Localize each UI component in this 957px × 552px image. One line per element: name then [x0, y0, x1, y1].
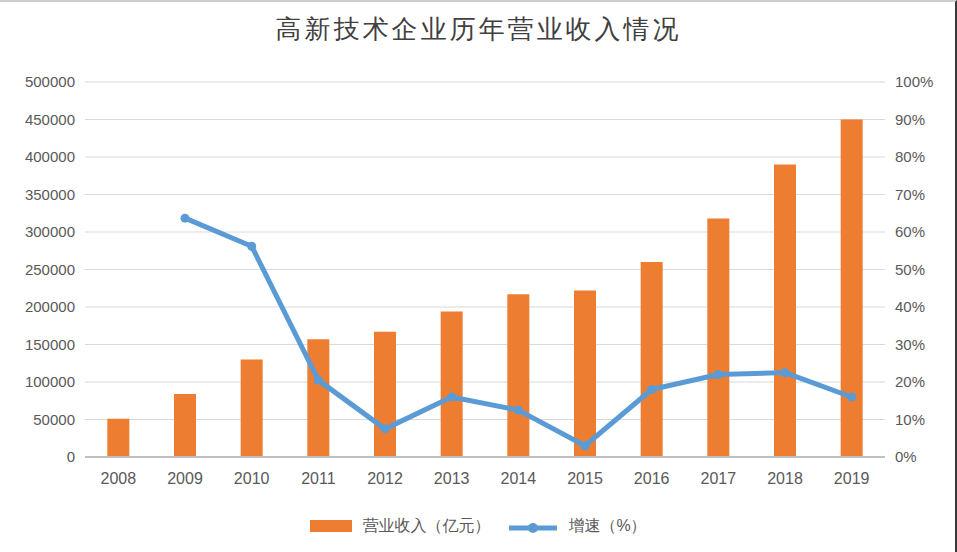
revenue-bar	[241, 360, 263, 458]
right-axis-tick-label: 40%	[895, 298, 925, 315]
x-axis-tick-label: 2010	[234, 470, 270, 487]
left-axis-tick-label: 400000	[25, 148, 75, 165]
x-axis-tick-label: 2011	[301, 470, 336, 487]
right-axis-tick-label: 20%	[895, 373, 925, 390]
left-axis-tick-label: 50000	[33, 411, 75, 428]
growth-point	[247, 242, 256, 251]
growth-point	[381, 424, 390, 433]
right-axis-tick-label: 30%	[895, 336, 925, 353]
chart-title: 高新技术企业历年营业收入情况	[0, 12, 957, 47]
revenue-bar	[374, 332, 396, 457]
growth-point	[647, 385, 656, 394]
revenue-bar	[174, 394, 196, 457]
growth-point	[514, 406, 523, 415]
x-axis-tick-label: 2014	[501, 470, 537, 487]
x-axis-tick-label: 2017	[701, 470, 737, 487]
revenue-bar	[641, 262, 663, 457]
left-axis-tick-label: 200000	[25, 298, 75, 315]
revenue-bar	[574, 291, 596, 458]
x-axis-tick-label: 2015	[567, 470, 603, 487]
right-axis-tick-label: 10%	[895, 411, 925, 428]
x-axis-tick-label: 2008	[101, 470, 137, 487]
growth-point	[581, 441, 590, 450]
right-axis-tick-label: 80%	[895, 148, 925, 165]
growth-legend-marker	[508, 520, 558, 532]
chart-container: 高新技术企业历年营业收入情况 0 0% 50000 10% 100000 20% 15000…	[0, 0, 957, 552]
left-axis-tick-label: 100000	[25, 373, 75, 390]
x-axis-tick-label: 2019	[834, 470, 870, 487]
left-axis-tick-label: 500000	[25, 73, 75, 90]
left-axis-tick-label: 300000	[25, 223, 75, 240]
revenue-legend-swatch	[310, 520, 352, 532]
left-axis-tick-label: 150000	[25, 336, 75, 353]
right-axis-tick-label: 70%	[895, 186, 925, 203]
growth-point	[714, 370, 723, 379]
revenue-bar	[307, 339, 329, 457]
revenue-bar	[841, 120, 863, 458]
combo-chart-plot: 0 0% 50000 10% 100000 20% 150000 30% 200000 40% 25…	[0, 2, 957, 552]
x-axis-tick-label: 2018	[767, 470, 803, 487]
x-axis-tick-label: 2009	[167, 470, 203, 487]
left-axis-tick-label: 450000	[25, 111, 75, 128]
right-axis-tick-label: 0%	[895, 448, 917, 465]
x-axis-tick-label: 2012	[367, 470, 403, 487]
right-axis-tick-label: 50%	[895, 261, 925, 278]
revenue-legend-label: 营业收入（亿元）	[362, 516, 490, 537]
growth-point	[314, 376, 323, 385]
left-axis-tick-label: 350000	[25, 186, 75, 203]
right-axis-tick-label: 100%	[895, 73, 933, 90]
right-axis-tick-label: 90%	[895, 111, 925, 128]
right-axis-tick-label: 60%	[895, 223, 925, 240]
revenue-bar	[107, 419, 129, 457]
revenue-bar	[441, 312, 463, 458]
legend: 营业收入（亿元） 增速（%）	[0, 510, 957, 542]
left-axis-tick-label: 0	[67, 448, 75, 465]
growth-point	[181, 214, 190, 223]
growth-point	[847, 393, 856, 402]
growth-point	[447, 393, 456, 402]
x-axis-tick-label: 2013	[434, 470, 470, 487]
left-axis-tick-label: 250000	[25, 261, 75, 278]
revenue-bar	[774, 165, 796, 458]
growth-point	[781, 368, 790, 377]
x-axis-tick-label: 2016	[634, 470, 670, 487]
growth-legend-label: 增速（%）	[568, 516, 646, 537]
revenue-bar	[507, 294, 529, 457]
revenue-bar	[707, 219, 729, 458]
